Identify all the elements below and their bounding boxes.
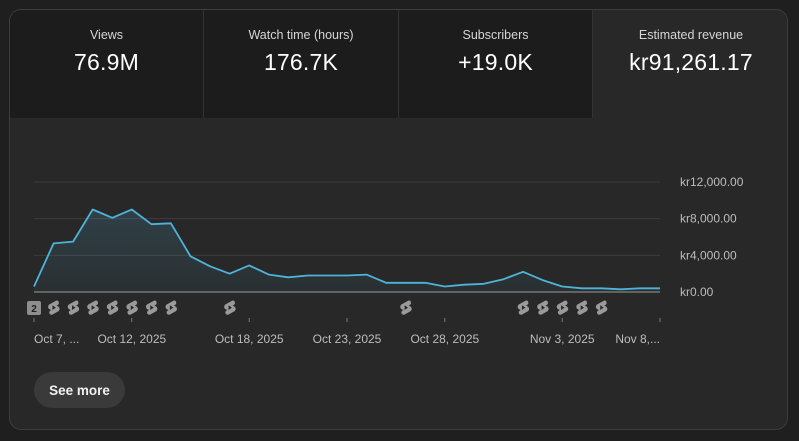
x-tick-label: Oct 28, 2025	[410, 332, 479, 346]
data-point[interactable]	[185, 250, 197, 262]
shorts-icon[interactable]	[595, 300, 608, 315]
data-point[interactable]	[537, 274, 549, 286]
y-tick-label: kr8,000.00	[680, 212, 737, 226]
data-point[interactable]	[634, 282, 646, 294]
shorts-icon[interactable]	[106, 300, 119, 315]
tab-watch-time[interactable]: Watch time (hours) 176.7K	[204, 10, 399, 118]
analytics-card: Views 76.9M Watch time (hours) 176.7K Su…	[9, 9, 788, 430]
tab-views-value: 76.9M	[74, 49, 139, 75]
data-point[interactable]	[439, 281, 451, 293]
shorts-icon[interactable]	[224, 300, 236, 315]
data-point[interactable]	[263, 269, 275, 281]
data-point[interactable]	[361, 269, 373, 281]
x-tick-label: Oct 12, 2025	[97, 332, 166, 346]
data-point[interactable]	[654, 282, 666, 294]
data-point[interactable]	[145, 218, 157, 230]
tab-estimated-revenue[interactable]: Estimated revenue kr91,261.17	[593, 10, 787, 118]
upload-count-badge[interactable]: 2	[27, 301, 41, 315]
data-point[interactable]	[321, 270, 333, 282]
x-tick-label: Oct 7, ...	[34, 332, 79, 346]
shorts-icon[interactable]	[48, 300, 60, 315]
tab-watch-time-label: Watch time (hours)	[248, 28, 354, 42]
tab-views-label: Views	[89, 28, 124, 42]
shorts-icon[interactable]	[87, 300, 99, 315]
data-point[interactable]	[165, 217, 177, 229]
tab-subscribers-value: +19.0K	[458, 49, 533, 75]
data-point[interactable]	[419, 277, 431, 289]
data-point[interactable]	[458, 279, 470, 291]
revenue-area	[34, 209, 660, 292]
metric-tabs: Views 76.9M Watch time (hours) 176.7K Su…	[10, 10, 787, 118]
data-point[interactable]	[517, 266, 529, 278]
data-point[interactable]	[28, 281, 40, 293]
data-point[interactable]	[400, 277, 412, 289]
shorts-icon[interactable]	[67, 300, 80, 315]
data-point[interactable]	[106, 212, 118, 224]
shorts-icon[interactable]	[165, 300, 177, 315]
tab-estimated-revenue-value: kr91,261.17	[629, 49, 753, 75]
see-more-button[interactable]: See more	[34, 372, 125, 408]
data-point[interactable]	[87, 204, 99, 216]
shorts-icon[interactable]	[556, 300, 569, 315]
data-point[interactable]	[595, 282, 607, 294]
data-point[interactable]	[67, 236, 79, 248]
data-point[interactable]	[615, 283, 627, 295]
data-point[interactable]	[478, 278, 490, 290]
y-tick-label: kr0.00	[680, 285, 714, 299]
shorts-icon[interactable]	[145, 300, 158, 315]
data-point[interactable]	[576, 282, 588, 294]
x-tick-label: Oct 23, 2025	[313, 332, 382, 346]
shorts-icon[interactable]	[517, 300, 530, 315]
data-point[interactable]	[243, 259, 255, 271]
x-tick-label: Nov 8,...	[615, 332, 660, 346]
x-tick-label: Oct 18, 2025	[215, 332, 284, 346]
shorts-icon[interactable]	[537, 300, 549, 315]
y-tick-label: kr4,000.00	[680, 248, 737, 262]
data-point[interactable]	[380, 277, 392, 289]
y-tick-label: kr12,000.00	[680, 175, 744, 189]
revenue-line	[33, 208, 660, 291]
data-point[interactable]	[556, 281, 568, 293]
tab-views[interactable]: Views 76.9M	[10, 10, 204, 118]
data-point[interactable]	[341, 270, 353, 282]
shorts-icon[interactable]	[126, 300, 138, 315]
tab-estimated-revenue-label: Estimated revenue	[638, 28, 744, 42]
data-point[interactable]	[498, 273, 510, 285]
x-tick-label: Nov 3, 2025	[530, 332, 595, 346]
data-point[interactable]	[204, 260, 216, 272]
data-point[interactable]	[302, 270, 314, 282]
shorts-icon[interactable]	[400, 300, 412, 315]
tab-subscribers[interactable]: Subscribers +19.0K	[399, 10, 593, 118]
tab-subscribers-label: Subscribers	[462, 28, 529, 42]
data-point[interactable]	[282, 271, 294, 283]
data-point[interactable]	[48, 237, 60, 249]
data-point[interactable]	[224, 268, 236, 280]
tab-watch-time-value: 176.7K	[263, 49, 339, 75]
data-point[interactable]	[126, 204, 138, 216]
upload-count-label: 2	[31, 304, 37, 315]
shorts-icon[interactable]	[576, 300, 588, 315]
